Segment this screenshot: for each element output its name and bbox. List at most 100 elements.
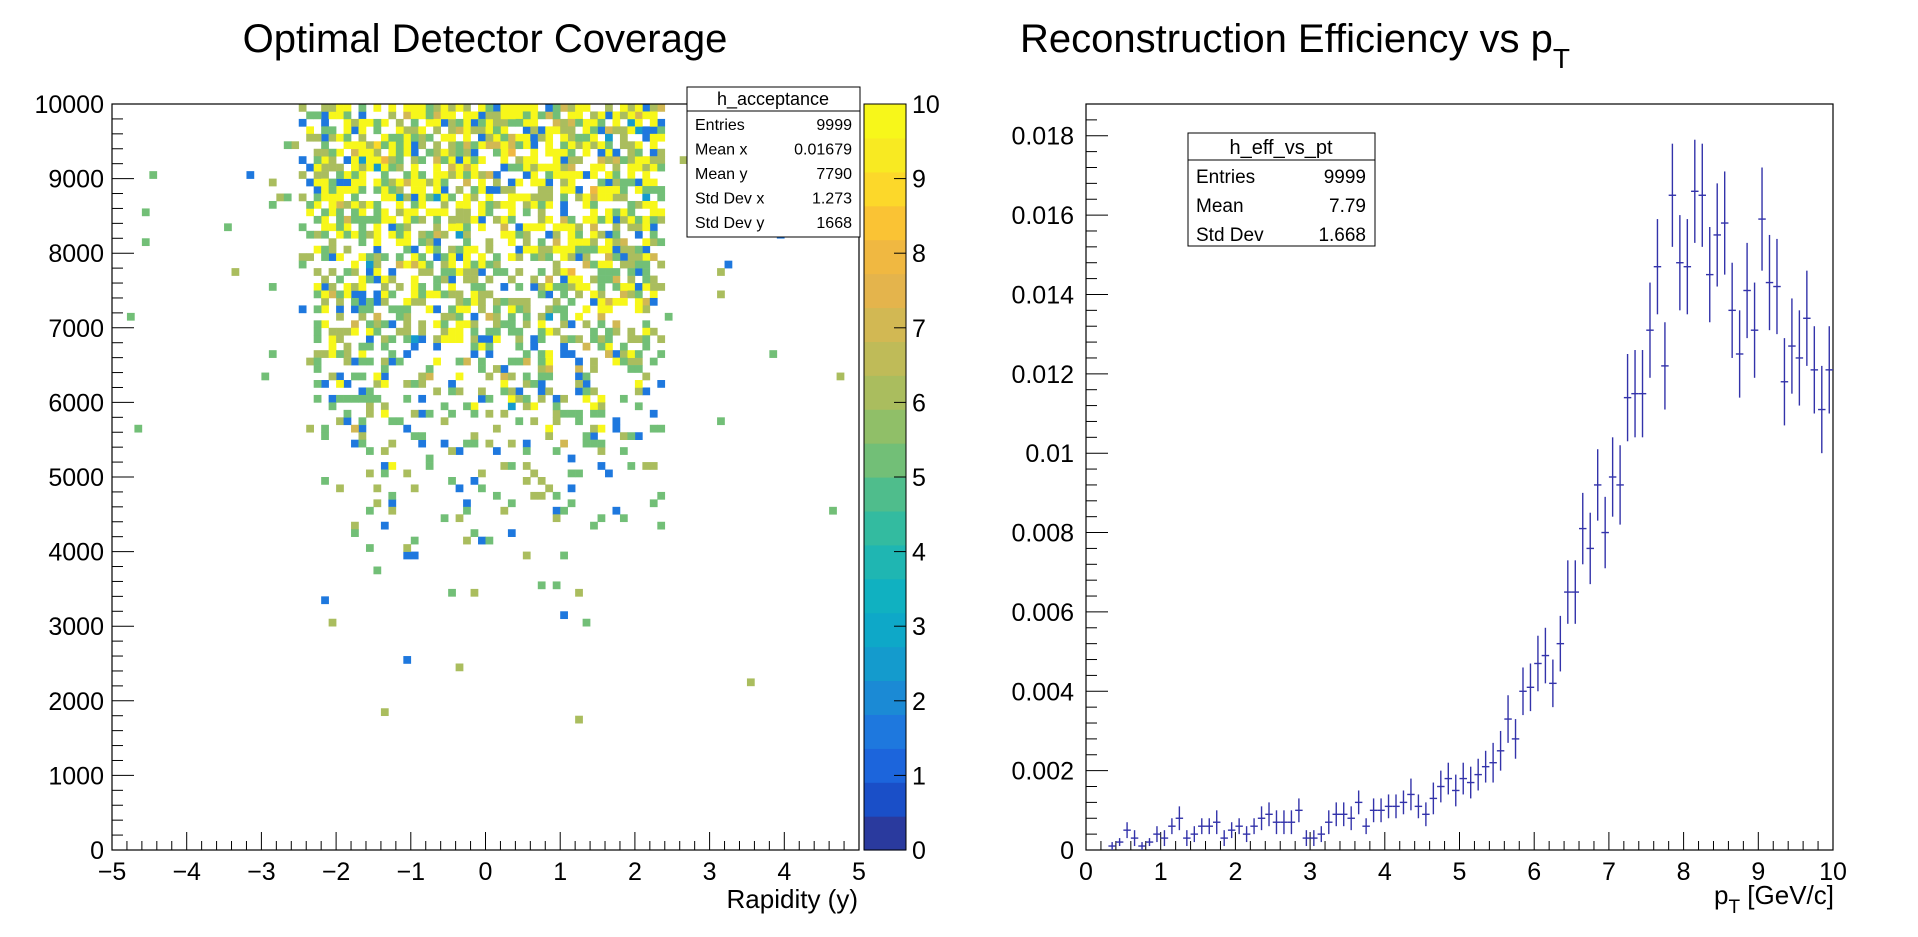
heatmap-cell bbox=[545, 350, 554, 358]
heatmap-cell bbox=[560, 409, 568, 418]
heatmap-cell bbox=[418, 297, 427, 306]
heatmap-cell bbox=[500, 141, 509, 150]
right-stats-label: Mean bbox=[1196, 196, 1244, 217]
left-y-tick-label: 7000 bbox=[48, 315, 104, 343]
heatmap-cell bbox=[328, 372, 337, 381]
heatmap-cell bbox=[582, 200, 591, 209]
heatmap-cell bbox=[522, 439, 531, 448]
heatmap-cell bbox=[224, 223, 232, 232]
heatmap-cell bbox=[590, 141, 598, 150]
heatmap-cell bbox=[590, 118, 598, 127]
efficiency-point bbox=[1653, 219, 1662, 315]
heatmap-cell bbox=[403, 335, 412, 344]
heatmap-cell bbox=[642, 200, 651, 209]
heatmap-cell bbox=[627, 163, 636, 172]
heatmap-cell bbox=[612, 215, 621, 224]
heatmap-cell bbox=[395, 260, 404, 269]
heatmap-cell bbox=[634, 104, 643, 112]
heatmap-cell bbox=[612, 171, 621, 179]
heatmap-cell bbox=[395, 305, 404, 314]
heatmap-cell bbox=[545, 193, 554, 202]
heatmap-cell bbox=[336, 253, 344, 261]
heatmap-cell bbox=[619, 394, 628, 403]
heatmap-cell bbox=[567, 111, 576, 120]
heatmap-cell bbox=[455, 357, 464, 366]
heatmap-cell bbox=[418, 432, 427, 440]
heatmap-cell bbox=[448, 133, 456, 142]
heatmap-cell bbox=[507, 148, 516, 157]
heatmap-cell bbox=[619, 193, 628, 202]
heatmap-cell bbox=[418, 260, 427, 269]
right-x-tick-label: 6 bbox=[1527, 858, 1541, 886]
heatmap-cell bbox=[575, 469, 583, 478]
heatmap-cell bbox=[358, 215, 367, 224]
heatmap-cell bbox=[380, 283, 389, 291]
heatmap-cell bbox=[321, 104, 329, 112]
heatmap-cell bbox=[552, 104, 561, 112]
heatmap-cell bbox=[440, 178, 449, 187]
heatmap-cell bbox=[485, 439, 494, 448]
heatmap-cell bbox=[492, 104, 501, 112]
heatmap-cell bbox=[336, 417, 344, 426]
heatmap-cell bbox=[537, 186, 546, 194]
heatmap-cell bbox=[425, 208, 434, 217]
palette-segment bbox=[864, 510, 906, 546]
heatmap-cell bbox=[597, 447, 606, 455]
heatmap-cell bbox=[321, 275, 329, 284]
heatmap-cell bbox=[440, 268, 449, 276]
heatmap-cell bbox=[380, 171, 389, 179]
heatmap-cell bbox=[328, 126, 337, 135]
heatmap-cell bbox=[515, 283, 524, 291]
heatmap-cell bbox=[410, 297, 419, 306]
right-y-tick-label: 0.002 bbox=[1011, 758, 1074, 786]
heatmap-cell bbox=[410, 409, 419, 418]
heatmap-cell bbox=[328, 200, 337, 209]
heatmap-cell bbox=[470, 118, 479, 127]
heatmap-cell bbox=[612, 238, 621, 247]
heatmap-cell bbox=[448, 477, 456, 485]
heatmap-cell bbox=[530, 491, 539, 500]
heatmap-cell bbox=[552, 126, 561, 135]
efficiency-point bbox=[1153, 826, 1161, 843]
heatmap-cell bbox=[836, 372, 845, 381]
heatmap-cell bbox=[590, 111, 598, 120]
palette-segment bbox=[864, 273, 906, 309]
heatmap-cell bbox=[478, 357, 486, 366]
heatmap-cell bbox=[627, 350, 636, 358]
heatmap-cell bbox=[351, 297, 359, 306]
heatmap-cell bbox=[478, 156, 486, 164]
efficiency-point bbox=[1676, 215, 1684, 311]
efficiency-point bbox=[1608, 437, 1617, 517]
right-x-tick-label: 8 bbox=[1677, 858, 1691, 886]
heatmap-cell bbox=[627, 215, 636, 224]
heatmap-cell bbox=[395, 327, 404, 336]
heatmap-cell bbox=[537, 111, 546, 120]
heatmap-cell bbox=[552, 245, 561, 254]
efficiency-point bbox=[1280, 810, 1288, 835]
heatmap-cell bbox=[575, 357, 583, 366]
heatmap-cells bbox=[126, 104, 845, 724]
heatmap-cell bbox=[328, 402, 337, 411]
heatmap-cell bbox=[448, 588, 456, 597]
heatmap-cell bbox=[470, 402, 479, 411]
left-stats-title: h_acceptance bbox=[717, 89, 829, 110]
heatmap-cell bbox=[530, 342, 539, 351]
heatmap-cell bbox=[418, 230, 427, 239]
heatmap-cell bbox=[605, 253, 613, 261]
heatmap-cell bbox=[321, 171, 329, 179]
heatmap-cell bbox=[351, 200, 359, 209]
heatmap-cell bbox=[313, 305, 322, 314]
heatmap-cell bbox=[463, 305, 471, 314]
heatmap-cell bbox=[373, 163, 382, 172]
heatmap-cell bbox=[545, 387, 554, 396]
heatmap-cell bbox=[440, 186, 449, 194]
heatmap-cell bbox=[545, 253, 554, 261]
heatmap-cell bbox=[440, 111, 449, 120]
heatmap-cell bbox=[582, 238, 591, 247]
heatmap-cell bbox=[373, 312, 382, 321]
heatmap-cell bbox=[321, 126, 329, 135]
heatmap-cell bbox=[321, 141, 329, 150]
